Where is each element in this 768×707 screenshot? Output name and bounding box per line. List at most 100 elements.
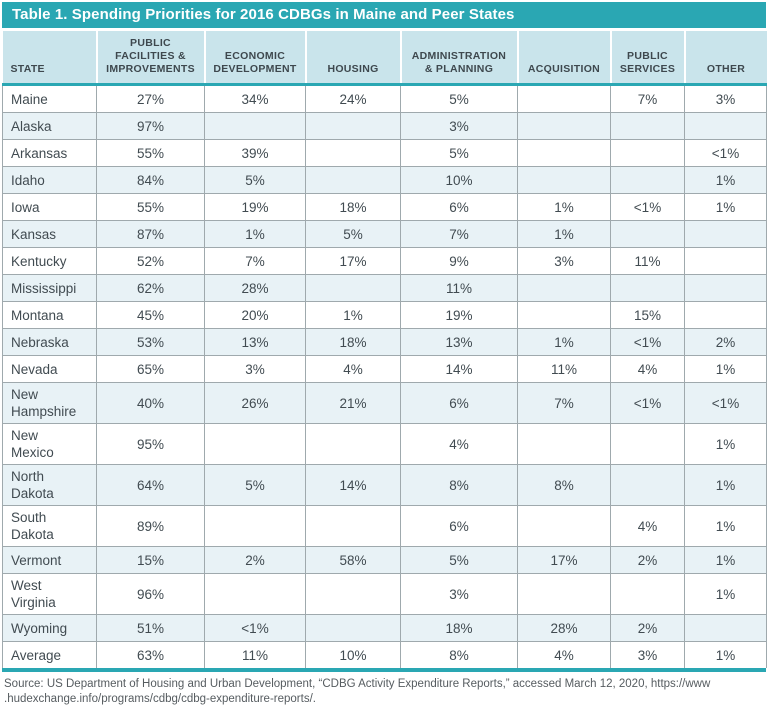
table-header: STATE PUBLIC FACILITIES & IMPROVEMENTS ECO… [2,31,767,86]
value-cell: 6% [400,505,518,547]
value-cell: 11% [204,641,306,668]
table-row: North Dakota 64% 5% 14% 8% 8% 1% [2,464,767,506]
value-cell: 5% [204,166,306,194]
value-cell [305,274,401,302]
value-cell: <1% [610,193,685,221]
table-title-bar: Table 1. Spending Priorities for 2016 CD… [2,2,766,28]
value-cell: 63% [96,641,205,668]
column-header: ECONOMIC DEVELOPMENT [203,31,306,86]
column-header: STATE [2,31,97,86]
value-cell [204,573,306,615]
table-row: Nevada 65% 3% 4% 14% 11% 4% 1% [2,355,767,383]
state-cell: Nebraska [2,328,97,356]
value-cell: 9% [400,247,518,275]
column-header: ADMINISTRATION & PLANNING [399,31,518,86]
value-cell [305,112,401,140]
table-row: Kentucky 52% 7% 17% 9% 3% 11% [2,247,767,275]
value-cell: 84% [96,166,205,194]
value-cell: 5% [305,220,401,248]
value-cell: 15% [96,546,205,574]
table-row: Vermont 15% 2% 58% 5% 17% 2% 1% [2,546,767,574]
value-cell [610,573,685,615]
column-header: ACQUISITION [516,31,611,86]
value-cell: 8% [400,641,518,668]
state-cell: North Dakota [2,464,97,506]
value-cell: 24% [305,84,401,113]
source-line-1: Source: US Department of Housing and Urb… [4,678,711,690]
value-cell: 3% [610,641,685,668]
value-cell: 28% [204,274,306,302]
value-cell: 55% [96,139,205,167]
state-cell: South Dakota [2,505,97,547]
value-cell [610,112,685,140]
value-cell: 1% [684,505,767,547]
value-cell: 53% [96,328,205,356]
value-cell: <1% [610,328,685,356]
value-cell: 39% [204,139,306,167]
table-row: Alaska 97% 3% [2,112,767,140]
state-cell: Average [2,641,97,668]
value-cell [684,247,767,275]
value-cell: 10% [305,641,401,668]
value-cell: 13% [400,328,518,356]
value-cell: 65% [96,355,205,383]
value-cell: 64% [96,464,205,506]
value-cell: 11% [400,274,518,302]
value-cell: 5% [400,84,518,113]
state-cell: Idaho [2,166,97,194]
value-cell [610,423,685,465]
value-cell: 3% [684,84,767,113]
value-cell [517,112,611,140]
column-header: OTHER [683,31,767,86]
value-cell: 14% [305,464,401,506]
spending-table: STATE PUBLIC FACILITIES & IMPROVEMENTS ECO… [2,31,767,668]
value-cell: 45% [96,301,205,329]
value-cell: 1% [305,301,401,329]
value-cell: 21% [305,382,401,424]
value-cell: 8% [400,464,518,506]
table-row: Wyoming 51% <1% 18% 28% 2% [2,614,767,642]
value-cell: 95% [96,423,205,465]
value-cell [610,274,685,302]
value-cell [517,274,611,302]
value-cell: 6% [400,382,518,424]
value-cell: 3% [400,573,518,615]
state-cell: Kansas [2,220,97,248]
value-cell: 34% [204,84,306,113]
value-cell: 7% [610,84,685,113]
value-cell: 18% [305,328,401,356]
value-cell: 3% [400,112,518,140]
value-cell: 27% [96,84,205,113]
value-cell [305,573,401,615]
value-cell [684,274,767,302]
state-cell: West Virginia [2,573,97,615]
value-cell [684,614,767,642]
value-cell: 4% [610,505,685,547]
value-cell: 14% [400,355,518,383]
value-cell [517,573,611,615]
state-cell: Iowa [2,193,97,221]
table-title: Table 1. Spending Priorities for 2016 CD… [12,6,515,23]
value-cell [684,112,767,140]
value-cell [305,505,401,547]
value-cell: 1% [684,641,767,668]
value-cell: 7% [517,382,611,424]
value-cell [305,139,401,167]
header-row: STATE PUBLIC FACILITIES & IMPROVEMENTS ECO… [2,31,767,86]
state-cell: Maine [2,84,97,113]
state-cell: Nevada [2,355,97,383]
value-cell: 13% [204,328,306,356]
value-cell: 2% [610,546,685,574]
value-cell: 40% [96,382,205,424]
state-cell: New Hampshire [2,382,97,424]
value-cell: 1% [517,328,611,356]
value-cell: 6% [400,193,518,221]
value-cell: 3% [517,247,611,275]
value-cell: 7% [400,220,518,248]
value-cell: 5% [400,546,518,574]
value-cell [684,220,767,248]
value-cell [517,84,611,113]
state-cell: Alaska [2,112,97,140]
table-row: Iowa 55% 19% 18% 6% 1% <1% 1% [2,193,767,221]
